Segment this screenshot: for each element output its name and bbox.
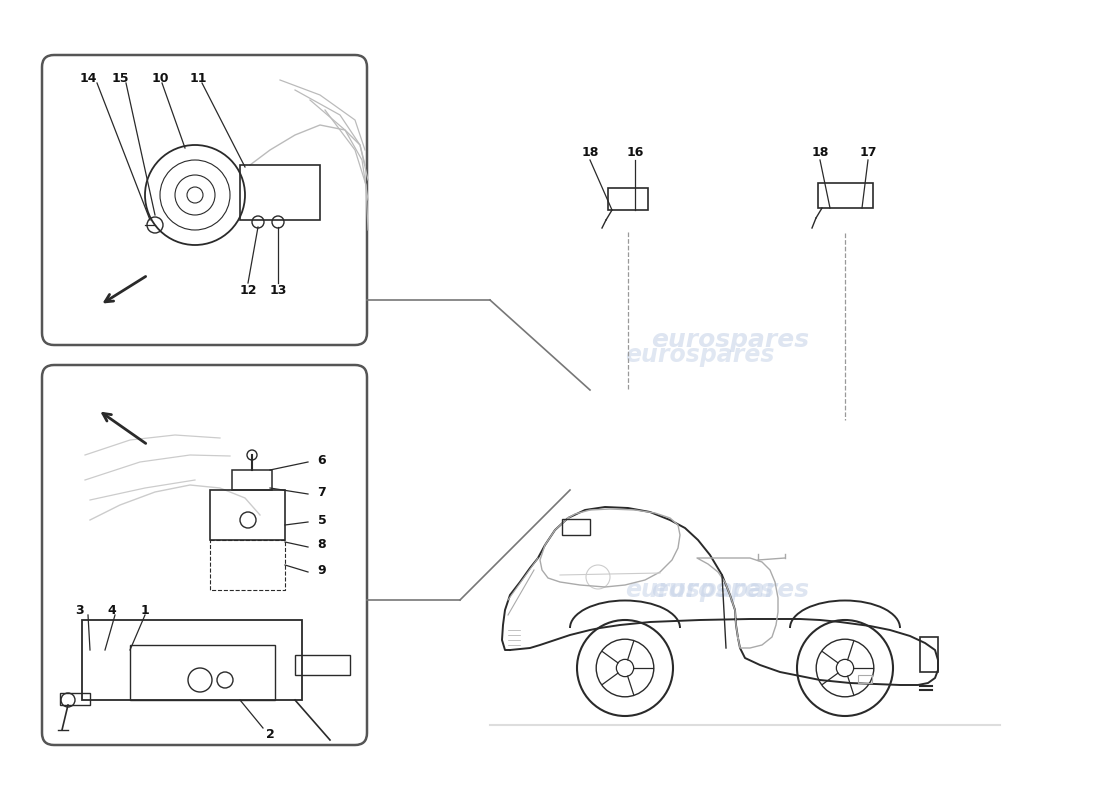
Text: 11: 11 (189, 71, 207, 85)
Text: 18: 18 (812, 146, 828, 158)
Text: 2: 2 (265, 729, 274, 742)
Text: 8: 8 (318, 538, 327, 551)
Text: 1: 1 (141, 603, 150, 617)
Bar (818, 183, 873, 208)
Bar (130, 645, 275, 700)
Text: 9: 9 (318, 563, 327, 577)
FancyBboxPatch shape (42, 365, 367, 745)
Text: 13: 13 (270, 283, 287, 297)
Text: 5: 5 (318, 514, 327, 526)
Bar (232, 470, 272, 490)
Text: 18: 18 (581, 146, 598, 158)
Text: eurospares: eurospares (651, 328, 810, 352)
Text: 7: 7 (318, 486, 327, 498)
Text: eurospares: eurospares (625, 343, 774, 367)
Text: 3: 3 (76, 603, 85, 617)
Text: 15: 15 (111, 71, 129, 85)
Bar (608, 188, 648, 210)
Text: eurospares: eurospares (114, 220, 255, 240)
Bar (295, 655, 350, 675)
Bar (60, 693, 90, 705)
Text: eurospares: eurospares (651, 578, 810, 602)
Bar (562, 519, 590, 535)
Bar (82, 620, 302, 700)
Text: 14: 14 (79, 71, 97, 85)
FancyBboxPatch shape (42, 55, 367, 345)
Text: 12: 12 (240, 283, 256, 297)
Text: 17: 17 (859, 146, 877, 158)
Text: eurospares: eurospares (114, 520, 255, 540)
Bar (240, 165, 320, 220)
Text: 4: 4 (108, 603, 117, 617)
Text: 16: 16 (626, 146, 644, 158)
Bar (920, 637, 938, 672)
Bar (210, 490, 285, 540)
Text: eurospares: eurospares (625, 578, 774, 602)
Text: 6: 6 (318, 454, 327, 466)
Text: 10: 10 (152, 71, 168, 85)
Bar (858, 675, 872, 683)
